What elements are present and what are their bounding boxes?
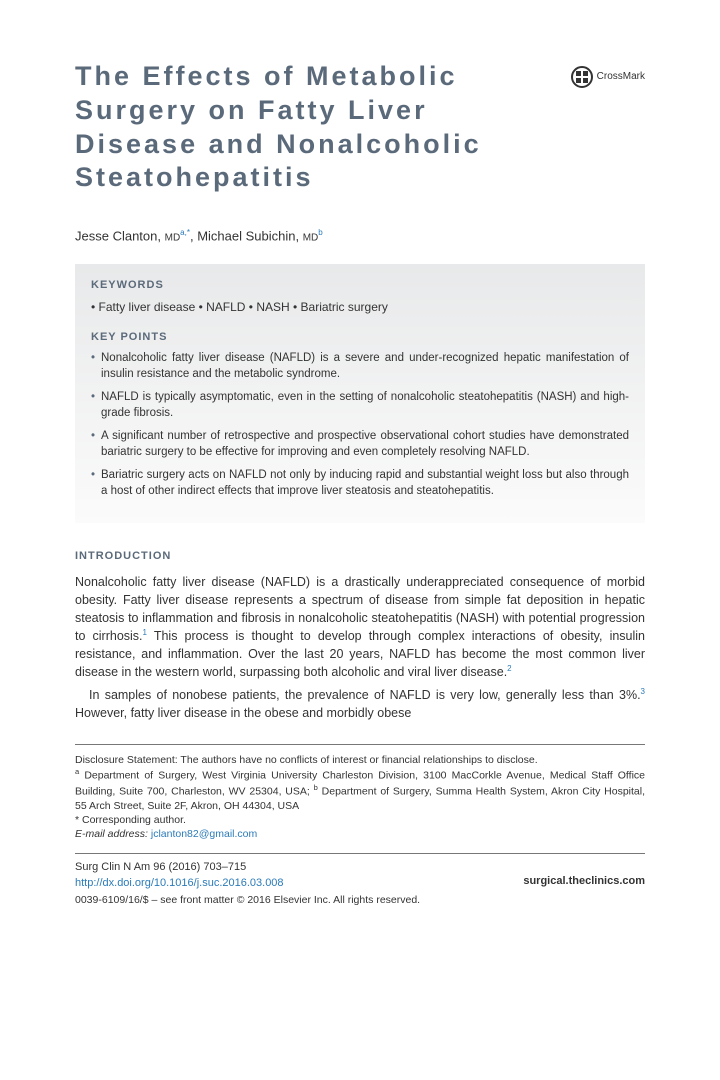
crossmark-badge[interactable]: CrossMark [571,66,645,88]
keypoints-heading: KEY POINTS [91,330,629,345]
author-2-name: Michael Subichin, [197,228,303,243]
journal-divider [75,853,645,854]
email-line: E-mail address: jclanton82@gmail.com [75,827,645,841]
intro-p1-text-b: This process is thought to develop throu… [75,629,645,679]
footnotes-block: Disclosure Statement: The authors have n… [75,753,645,841]
author-1-name: Jesse Clanton, [75,228,165,243]
author-2-degree: MD [303,232,319,243]
citation-3[interactable]: 3 [641,687,645,696]
intro-p2-text-a: In samples of nonobese patients, the pre… [89,688,641,702]
keypoint-item: Bariatric surgery acts on NAFLD not only… [91,468,629,499]
footnote-divider [75,744,645,745]
keywords-line: • Fatty liver disease • NAFLD • NASH • B… [91,299,629,316]
article-title: The Effects of Metabolic Surgery on Fatt… [75,60,515,195]
introduction-heading: INTRODUCTION [75,549,645,564]
author-1-degree: MD [165,232,181,243]
keypoint-item: A significant number of retrospective an… [91,429,629,460]
intro-paragraph-1: Nonalcoholic fatty liver disease (NAFLD)… [75,573,645,682]
crossmark-icon [571,66,593,88]
keywords-heading: KEYWORDS [91,278,629,293]
disclosure-statement: Disclosure Statement: The authors have n… [75,753,645,767]
intro-p2-text-b: However, fatty liver disease in the obes… [75,706,411,720]
copyright-line: 0039-6109/16/$ – see front matter © 2016… [75,893,645,908]
citation-2[interactable]: 2 [507,664,511,673]
corresponding-author-note: * Corresponding author. [75,813,645,827]
journal-info-row: Surg Clin N Am 96 (2016) 703–715 http://… [75,860,645,891]
keypoint-item: Nonalcoholic fatty liver disease (NAFLD)… [91,351,629,382]
crossmark-label: CrossMark [597,70,645,84]
author-list: Jesse Clanton, MDa,*, Michael Subichin, … [75,227,645,246]
intro-paragraph-2: In samples of nonobese patients, the pre… [75,686,645,722]
keypoint-item: NAFLD is typically asymptomatic, even in… [91,390,629,421]
doi-link[interactable]: http://dx.doi.org/10.1016/j.suc.2016.03.… [75,876,284,891]
journal-site-link[interactable]: surgical.theclinics.com [523,874,645,891]
highlights-box: KEYWORDS • Fatty liver disease • NAFLD •… [75,264,645,524]
author-2-affiliation-sup[interactable]: b [318,228,322,237]
email-link[interactable]: jclanton82@gmail.com [151,828,257,840]
journal-citation: Surg Clin N Am 96 (2016) 703–715 [75,860,284,875]
author-1-affiliation-sup[interactable]: a, [180,228,187,237]
journal-left: Surg Clin N Am 96 (2016) 703–715 http://… [75,860,284,891]
affiliations: a Department of Surgery, West Virginia U… [75,767,645,813]
email-label: E-mail address: [75,828,151,840]
keypoints-list: Nonalcoholic fatty liver disease (NAFLD)… [91,351,629,499]
